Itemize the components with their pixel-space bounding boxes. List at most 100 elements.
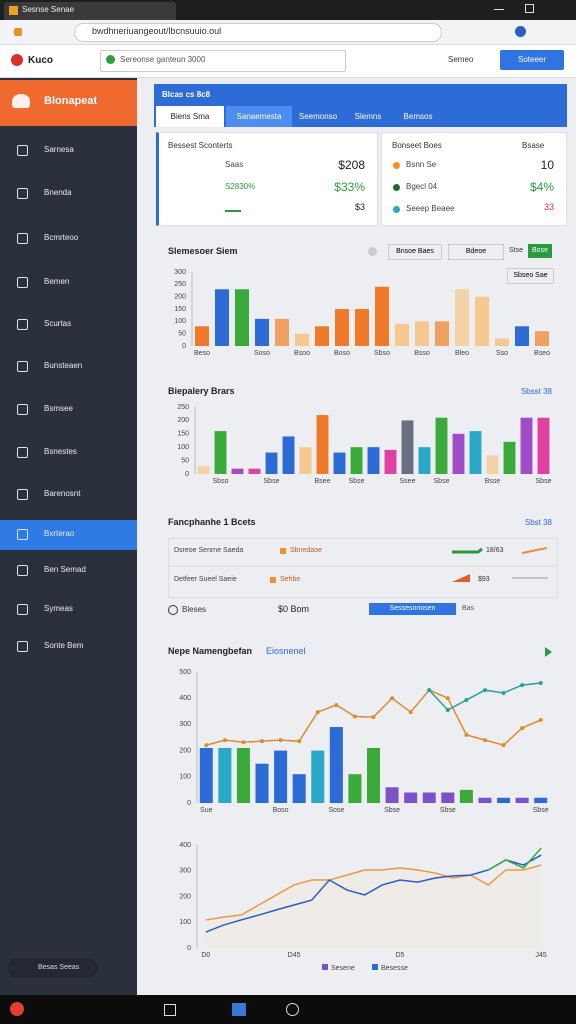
- nav-icon: [17, 145, 28, 156]
- brand-icon: [12, 94, 30, 108]
- taskbar-icon[interactable]: [164, 1004, 176, 1016]
- nav-icon: [17, 447, 28, 458]
- taskbar: [0, 995, 576, 1024]
- nav-item[interactable]: Bsnestes: [44, 447, 77, 456]
- tab[interactable]: Slemns: [354, 112, 382, 121]
- profile-icon[interactable]: [515, 26, 526, 37]
- panel-title: Fancphanhe 1 Bcets: [168, 517, 256, 527]
- tab-title[interactable]: Sesnse Senae: [22, 5, 75, 14]
- list-box: [168, 538, 558, 598]
- nav-icon: [17, 277, 28, 288]
- nav-item[interactable]: Ben Semad: [44, 565, 86, 574]
- panel-subtitle: Eiosnenel: [266, 646, 306, 656]
- status-dot: [393, 162, 400, 169]
- tab-bar: [0, 0, 576, 20]
- status-dot: [393, 206, 400, 213]
- nav-item[interactable]: Bxrterao: [44, 529, 75, 538]
- sidebar: Blonapeat Sarnesa Bnenda Bcmrteoo Bemen Scurt…: [0, 78, 137, 995]
- nav-item[interactable]: Bemen: [44, 277, 70, 286]
- nav-item[interactable]: Bnenda: [44, 188, 72, 197]
- label: Stse: [509, 247, 524, 254]
- tab[interactable]: Biens Sma: [156, 106, 224, 127]
- row-tag: Sehbe: [280, 576, 301, 583]
- row-tag-icon: [270, 577, 276, 583]
- tab[interactable]: Sanaemesta: [226, 106, 292, 127]
- taskbar-icon[interactable]: [286, 1003, 299, 1016]
- brand: Blonapeat: [44, 95, 98, 107]
- card-row-label: Saas: [225, 160, 244, 169]
- sidebar-footer[interactable]: Besas Seeas: [38, 964, 80, 971]
- card-row-value: $3: [354, 202, 365, 212]
- status-dot: [393, 184, 400, 191]
- sidebar-footer-pill: [8, 958, 98, 978]
- address-bar: [0, 20, 576, 45]
- search-text: Sereonse ganteun 3000: [120, 55, 206, 64]
- row-tag-icon: [280, 548, 286, 554]
- button[interactable]: Sbseo Sae: [507, 268, 554, 284]
- button[interactable]: Bose: [528, 244, 552, 258]
- card-tag: Bsase: [522, 141, 545, 150]
- card-row-label: Seeep Beaee: [406, 204, 455, 213]
- start-icon[interactable]: [10, 1002, 24, 1016]
- nav-item[interactable]: Sonte Bem: [44, 641, 84, 650]
- footer-value: $0 Bom: [278, 604, 310, 614]
- nav-icon: [17, 489, 28, 500]
- nav-item[interactable]: Symeas: [44, 604, 73, 613]
- card-row-label: Bgecl 04: [406, 182, 438, 191]
- progress-line: [225, 210, 241, 212]
- tab[interactable]: [4, 2, 176, 20]
- card-row-label: S2830%: [225, 182, 256, 191]
- row-text: Dsreoe Senrne Saeda: [174, 547, 244, 554]
- search-box[interactable]: [100, 50, 346, 72]
- nav-icon: [17, 565, 28, 576]
- maximize[interactable]: [525, 4, 534, 13]
- row-value: 18/63: [486, 547, 504, 554]
- nav-icon: [17, 529, 28, 540]
- card-row-value: 33: [543, 202, 554, 212]
- url-box[interactable]: [74, 23, 442, 42]
- nav-icon: [17, 404, 28, 415]
- nav-icon: [17, 604, 28, 615]
- list-divider: [168, 566, 556, 567]
- nav-active: [0, 520, 137, 550]
- nav-item[interactable]: Bunsteaen: [44, 361, 83, 370]
- row-value: $93: [478, 576, 490, 583]
- panel-title: Nepe Namengbefan: [168, 646, 253, 656]
- card-row-value: $4%: [529, 180, 554, 194]
- nav-item[interactable]: Bcmrteoo: [44, 233, 79, 242]
- select[interactable]: Bdeoe: [448, 244, 504, 260]
- card-row-label: Bsnn Se: [406, 160, 437, 169]
- nav-item[interactable]: Scurtas: [44, 319, 72, 328]
- search-icon: [106, 55, 115, 64]
- user[interactable]: Semeo: [448, 55, 474, 64]
- tab[interactable]: Seemonso: [298, 112, 338, 121]
- link[interactable]: Sbsst 38: [520, 387, 552, 396]
- taskbar-icon[interactable]: [232, 1003, 246, 1016]
- logo-icon: [11, 54, 23, 66]
- row-text: Detfeer Sueel Saeie: [174, 576, 237, 583]
- row-tag: Sbnedaoe: [290, 547, 322, 554]
- button[interactable]: Sessesnnosen: [369, 603, 456, 615]
- nav-icon: [17, 319, 28, 330]
- url[interactable]: bwdhneriuangeout/lbcnsuuio.oul: [92, 26, 222, 36]
- home-icon[interactable]: [14, 28, 22, 36]
- header-button[interactable]: Soteeer: [500, 50, 564, 70]
- nav-icon: [17, 361, 28, 372]
- refresh-icon: [368, 247, 377, 256]
- logo: Kuco: [28, 55, 53, 66]
- nav-item[interactable]: Bsmsee: [44, 404, 73, 413]
- footer-icon: [168, 605, 178, 615]
- panel-title: Biepalery Brars: [168, 386, 235, 396]
- panel-title: Slemesoer Siem: [168, 246, 238, 256]
- card: [381, 132, 567, 226]
- nav-item[interactable]: Sarnesa: [44, 145, 74, 154]
- card-title: Bonseet Boes: [392, 141, 442, 150]
- minimize[interactable]: [494, 9, 504, 10]
- nav-icon: [17, 233, 28, 244]
- panel: [153, 635, 566, 995]
- select[interactable]: Bnsoe Baes: [388, 244, 442, 260]
- nav-item[interactable]: Barenosnt: [44, 489, 81, 498]
- link[interactable]: Sbst 38: [524, 518, 552, 527]
- tab[interactable]: Bemsos: [403, 112, 433, 121]
